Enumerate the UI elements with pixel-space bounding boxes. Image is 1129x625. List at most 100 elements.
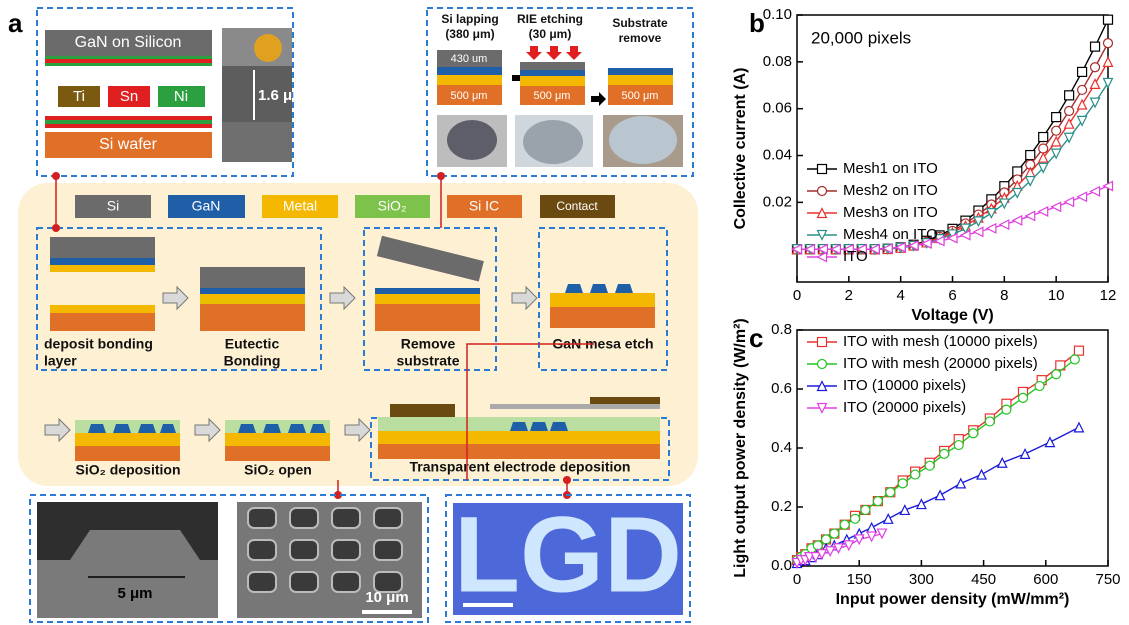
marker [1091,63,1100,72]
marker [1078,67,1087,76]
series-line [797,62,1108,249]
charts: b0246810120.020.040.060.080.10Voltage (V… [732,6,1120,608]
marker [1104,78,1113,87]
label: RIE etching [517,12,583,26]
marker [867,532,876,541]
marker [1045,438,1054,447]
marker [940,449,949,458]
marker [911,470,920,479]
y-tick-label: 0.04 [763,146,792,163]
y-tick-label: 0.6 [771,380,792,397]
marker [974,227,983,236]
marker [1052,202,1061,211]
figure: a GaN on Silicon Ti Sn Ni Si wafer 1.6 μ… [0,0,1129,625]
x-tick-label: 0 [793,287,801,304]
legend-label: Contact [556,199,598,213]
label: 500 μm [622,90,659,102]
layer [50,313,155,331]
marker [1078,85,1087,94]
marker [898,479,907,488]
marker [954,441,963,450]
x-tick-label: 2 [845,287,853,304]
marker [844,541,853,550]
photo [447,120,497,160]
display-text: LGD [454,494,682,615]
layer [45,56,212,59]
label: Si wafer [99,136,157,153]
step-label: layer [44,353,77,369]
marker [987,224,996,233]
etch-arrows [526,46,582,60]
layer [437,67,502,75]
layer [45,63,212,66]
y-tick-label: 0.2 [771,498,792,515]
step-label: SiO₂ deposition [76,462,181,478]
step-label: Transparent electrode deposition [410,459,631,475]
layer [378,431,660,444]
marker [1026,211,1035,220]
layer [200,267,305,288]
legend-label: ITO (20000 pixels) [843,399,966,416]
mesa [510,422,568,431]
layer [375,304,480,331]
layer [378,444,660,459]
marker [917,500,926,509]
layer [550,293,655,307]
label: Sn [120,88,138,105]
layer [608,75,673,85]
marker [1078,100,1087,109]
contact [390,404,455,417]
marker [969,429,978,438]
legend-label: SiO₂ [378,198,407,214]
y-tick-label: 0.06 [763,100,792,117]
legend-label: GaN [192,198,221,214]
marker [1065,107,1074,116]
x-tick-label: 750 [1095,571,1120,588]
legend-label: ITO (10000 pixels) [843,377,966,394]
x-tick-label: 8 [1000,287,1008,304]
layer [50,265,155,272]
marker [1018,393,1027,402]
step-label: Bonding [224,353,281,369]
marker [1052,126,1061,135]
layer [45,120,212,124]
label: Ni [174,88,188,105]
layer [520,70,585,76]
layer [200,288,305,294]
marker [1002,405,1011,414]
marker [1065,91,1074,100]
marker [1039,207,1048,216]
y-tick-label: 0.08 [763,53,792,70]
panel-label: c [749,323,763,353]
marker [873,497,882,506]
marker [1026,151,1035,160]
mesa [565,284,633,293]
x-tick-label: 300 [909,571,934,588]
x-tick-label: 150 [847,571,872,588]
sem-photo [222,122,292,162]
label: (30 μm) [529,27,572,41]
marker [936,491,945,500]
marker [1065,119,1074,128]
x-tick-label: 0 [793,571,801,588]
marker [1074,346,1083,355]
marker [985,417,994,426]
legend-label: Mesh2 on ITO [843,182,938,199]
contact [590,397,660,404]
layer [45,124,212,128]
marker [1000,220,1009,229]
y-tick-label: 0.0 [771,557,792,574]
wafer-photo [254,34,282,62]
legend-label: ITO [843,248,868,265]
marker [878,529,887,538]
layer [375,288,480,294]
label: Substrate [612,16,668,30]
marker [1104,15,1113,24]
layer [45,116,212,120]
x-tick-label: 6 [948,287,956,304]
arrow [591,92,606,106]
scale-bar [463,603,513,607]
x-tick-label: 12 [1100,287,1117,304]
x-tick-label: 600 [1033,571,1058,588]
marker [1021,449,1030,458]
